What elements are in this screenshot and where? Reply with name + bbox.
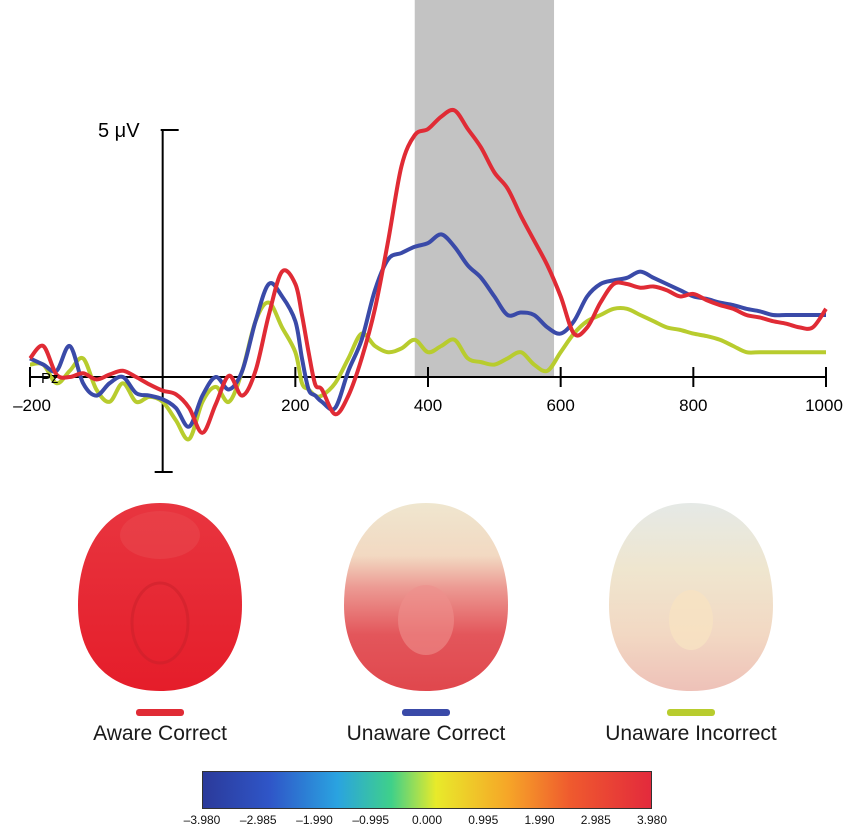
topomap-unaware-correct: Unaware Correct	[296, 495, 556, 746]
legend-label-unaware-incorrect: Unaware Incorrect	[605, 722, 777, 745]
x-tick-label: 800	[679, 396, 707, 415]
legend-swatch-unaware-incorrect	[667, 709, 715, 716]
x-tick-label: 200	[281, 396, 309, 415]
analysis-window-highlight	[414, 0, 555, 377]
series-line-aware-correct	[28, 107, 828, 435]
colorbar-tick-labels: –3.980 –2.985 –1.990 –0.995 0.000 0.995 1.990 2…	[184, 813, 670, 833]
colorbar-tick-label: 2.985	[580, 813, 611, 827]
scale-bar	[154, 129, 179, 473]
topomap-aware-correct: Aware Correct	[30, 495, 290, 746]
series-line-unaware-incorrect	[29, 300, 826, 442]
legend-swatch-unaware-correct	[402, 709, 450, 716]
topomap-unaware-incorrect-map	[609, 503, 773, 691]
electrode-label: Pz	[41, 370, 59, 387]
colorbar	[202, 771, 652, 809]
topomap-aware-correct-map	[78, 503, 242, 691]
colorbar-tick-label: –3.980	[183, 813, 221, 827]
topomap-unaware-incorrect: Unaware Incorrect	[561, 495, 821, 746]
legend-swatch-aware-correct	[136, 709, 184, 716]
x-tick-label: 400	[414, 396, 442, 415]
topomap-row: Aware Correct Unaware Correct	[0, 495, 847, 765]
x-tick-label: 1000	[805, 396, 843, 415]
colorbar-tick-label: –0.995	[352, 813, 390, 827]
erp-series-lines	[28, 107, 828, 442]
legend-label-unaware-correct: Unaware Correct	[346, 722, 506, 745]
legend-label-aware-correct: Aware Correct	[93, 722, 227, 745]
erp-chart: –200 200 400 600 800 1000 5 μV Pz	[13, 0, 843, 473]
colorbar-tick-label: 1.990	[524, 813, 555, 827]
x-tick-label: 600	[546, 396, 574, 415]
topomap-unaware-correct-map	[344, 503, 508, 691]
colorbar-tick-label: 3.980	[636, 813, 668, 827]
colorbar-tick-label: 0.000	[411, 813, 443, 827]
colorbar-tick-label: –2.985	[239, 813, 277, 827]
scale-bar-label: 5 μV	[98, 120, 140, 142]
x-axis-ticks: –200 200 400 600 800 1000	[13, 367, 843, 415]
x-tick-label: –200	[13, 396, 51, 415]
colorbar-tick-label: 0.995	[468, 813, 499, 827]
colorbar-tick-label: –1.990	[296, 813, 333, 827]
